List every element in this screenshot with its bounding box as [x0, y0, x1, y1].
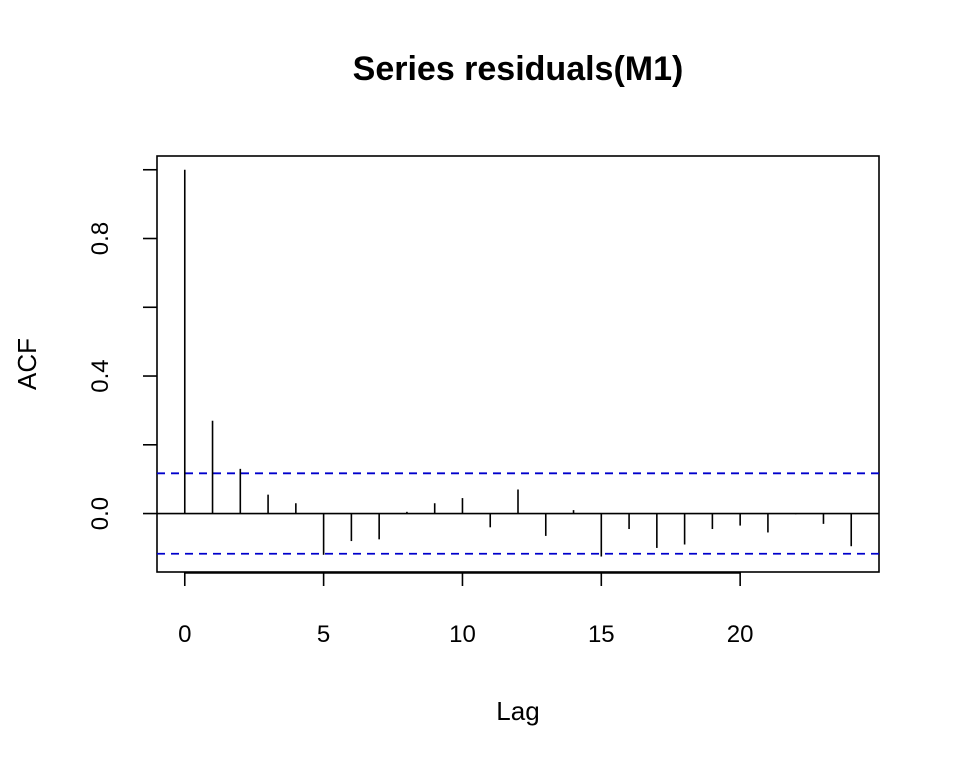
x-axis: 0 5 10 15 20	[178, 572, 754, 648]
x-tick-label: 10	[449, 621, 476, 648]
x-tick-label: 15	[588, 621, 615, 648]
acf-bars	[183, 169, 853, 557]
plot-frame	[156, 155, 880, 573]
y-tick-label: 0.8	[87, 222, 114, 255]
y-axis: 0.0 0.4 0.8	[87, 168, 157, 530]
y-axis-title: ACF	[12, 338, 42, 390]
x-tick-label: 5	[317, 621, 330, 648]
y-tick-label: 0.4	[87, 359, 114, 392]
x-axis-title: Lag	[496, 696, 539, 726]
x-tick-label: 20	[727, 621, 754, 648]
y-tick-label: 0.0	[87, 497, 114, 530]
x-tick-label: 0	[178, 621, 191, 648]
chart-title: Series residuals(M1)	[353, 50, 684, 88]
